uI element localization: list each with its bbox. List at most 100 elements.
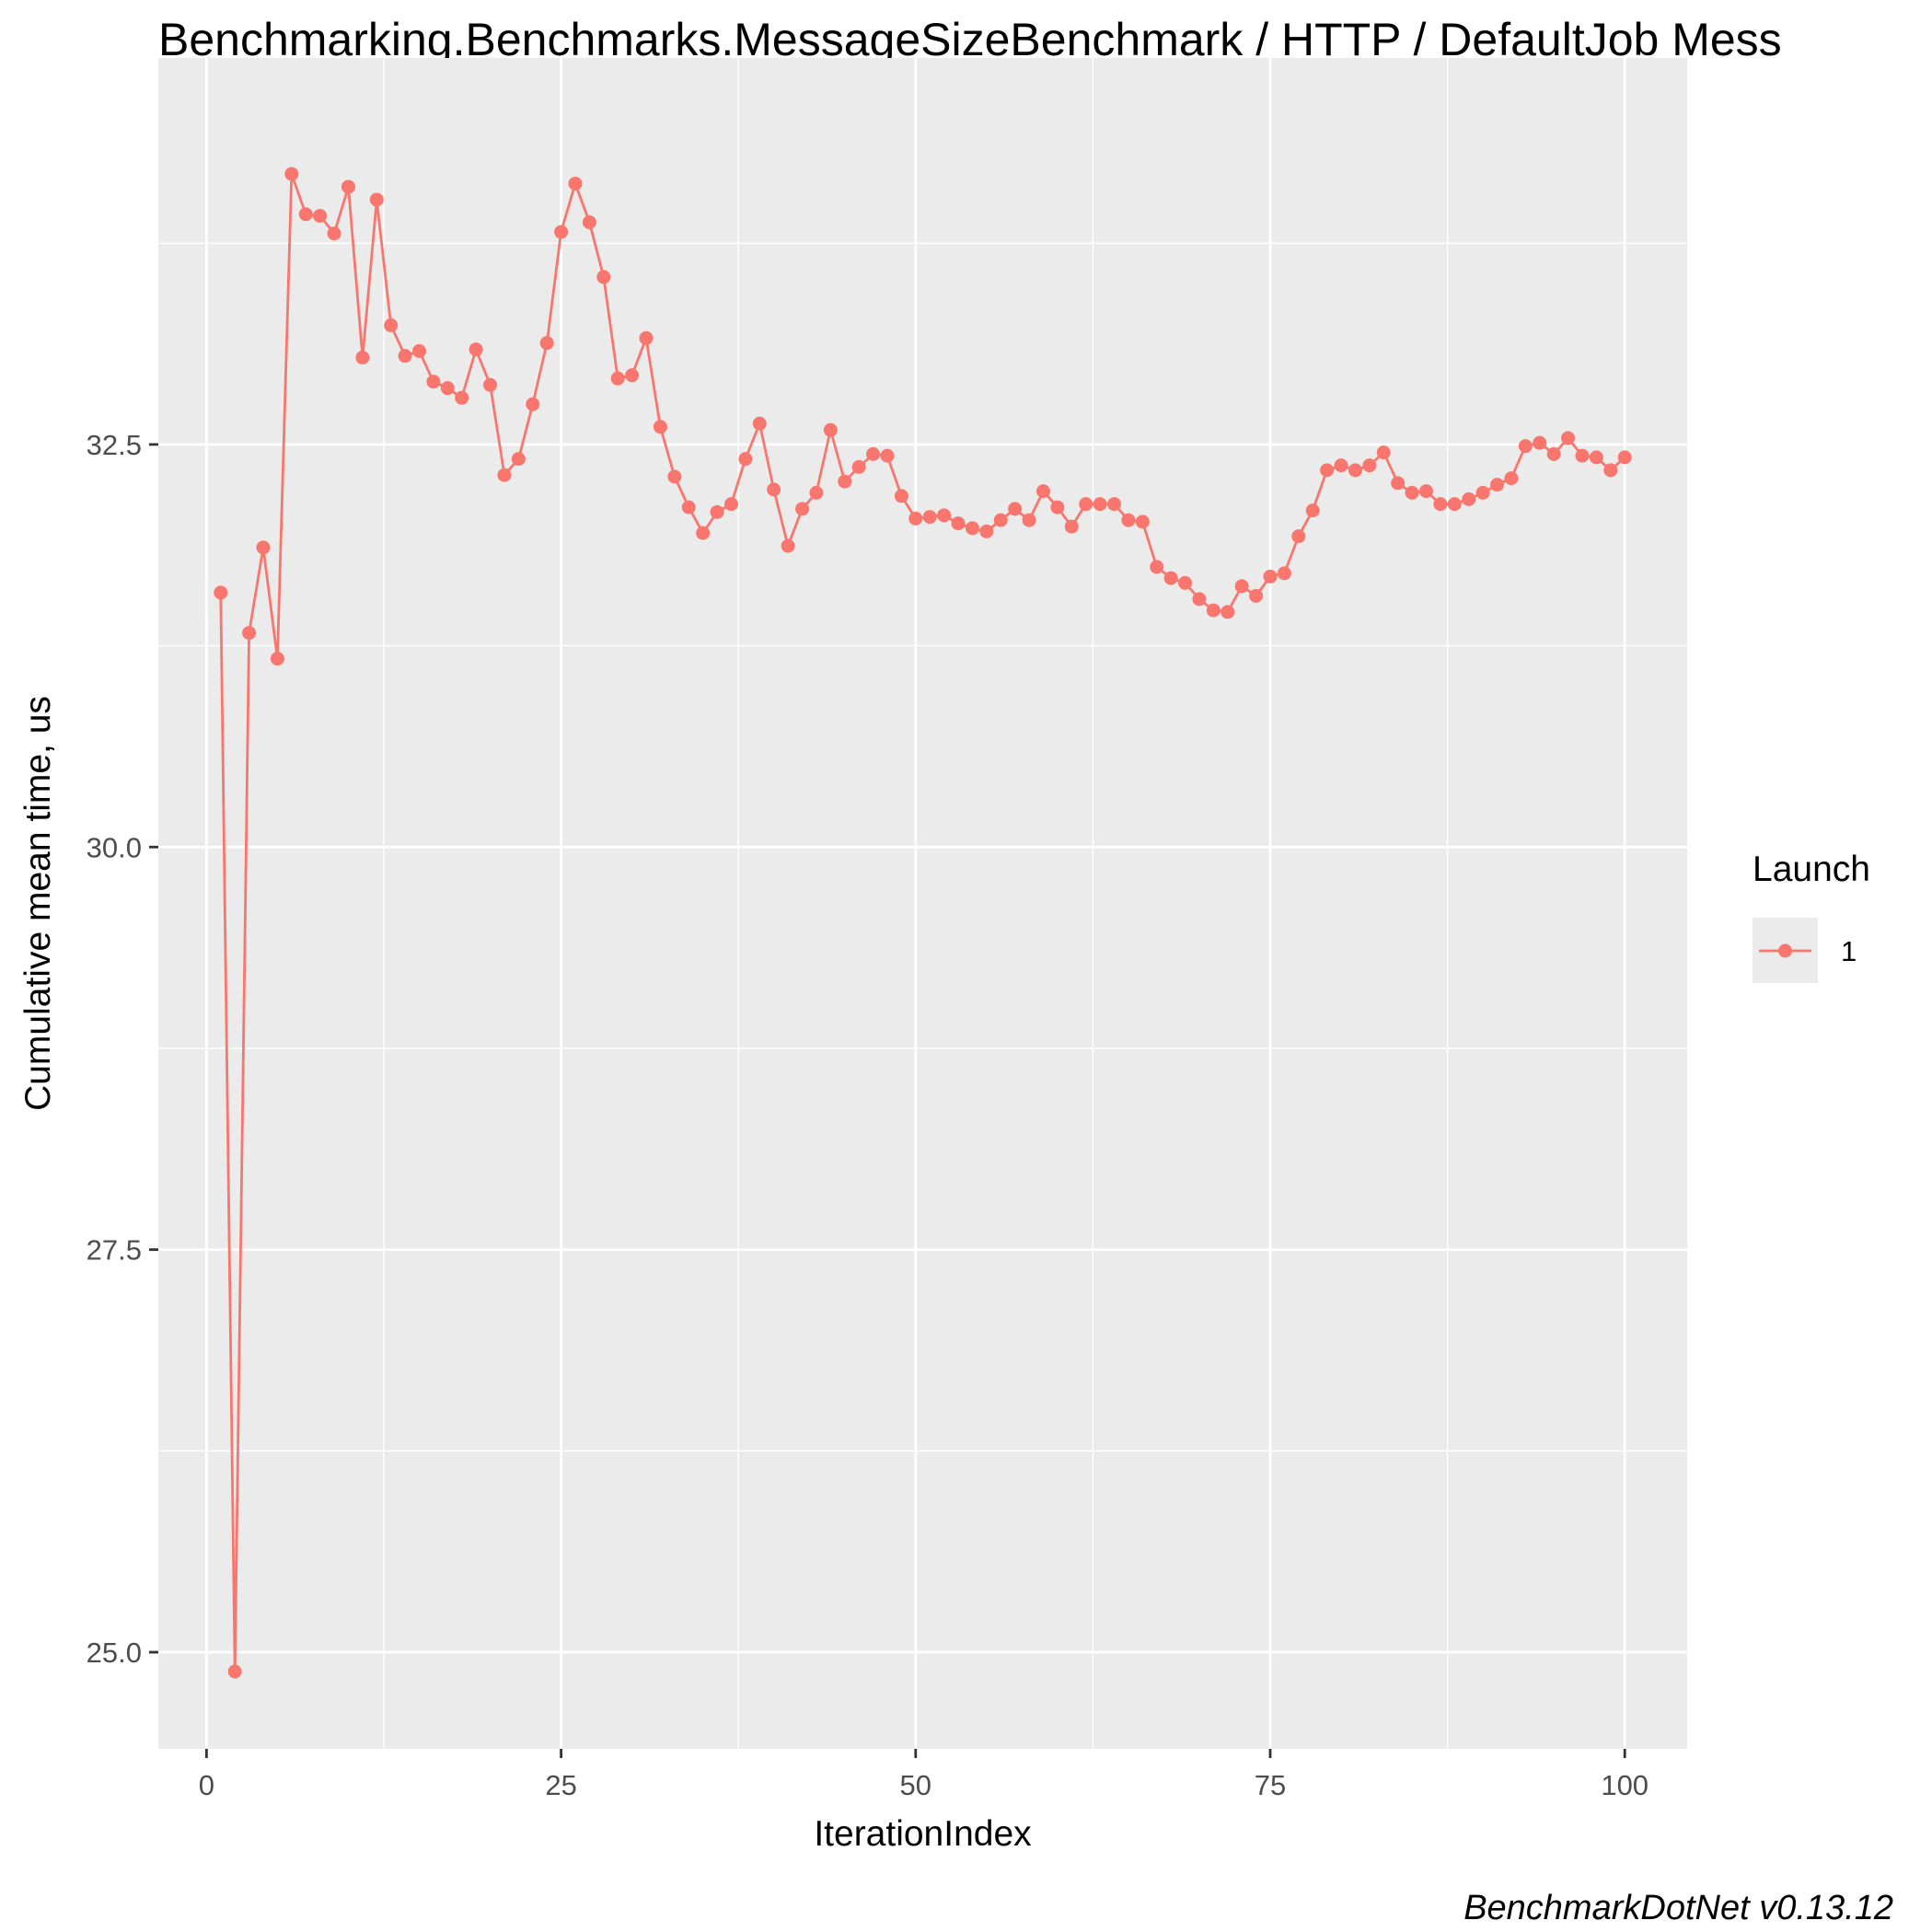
data-point bbox=[539, 336, 554, 351]
data-point bbox=[483, 377, 498, 392]
data-point bbox=[1163, 571, 1178, 585]
data-point bbox=[951, 516, 966, 531]
data-point bbox=[1504, 471, 1519, 486]
data-point bbox=[937, 508, 952, 523]
legend-entry-label: 1 bbox=[1841, 935, 1857, 967]
data-point bbox=[851, 459, 866, 474]
data-point bbox=[1263, 569, 1278, 584]
data-point bbox=[1093, 497, 1107, 512]
x-tick-label: 100 bbox=[1601, 1769, 1649, 1801]
data-point bbox=[1050, 500, 1065, 515]
data-point bbox=[313, 208, 328, 223]
data-point bbox=[256, 540, 271, 555]
data-point bbox=[653, 420, 667, 434]
data-point bbox=[1192, 592, 1207, 607]
data-point bbox=[1348, 463, 1362, 478]
data-point bbox=[1405, 485, 1419, 500]
data-point bbox=[1221, 605, 1235, 619]
data-point bbox=[1206, 603, 1221, 618]
data-point bbox=[469, 342, 483, 357]
data-point bbox=[412, 343, 427, 358]
data-point bbox=[1249, 588, 1264, 603]
data-point bbox=[625, 368, 640, 383]
x-tick-label: 25 bbox=[545, 1769, 576, 1801]
data-point bbox=[455, 390, 469, 405]
data-point bbox=[1433, 497, 1448, 512]
data-point bbox=[1447, 497, 1462, 512]
data-point bbox=[610, 371, 625, 386]
data-point bbox=[823, 422, 838, 437]
data-point bbox=[767, 482, 781, 497]
data-point bbox=[1561, 431, 1576, 445]
data-point bbox=[355, 350, 370, 364]
data-point bbox=[696, 526, 711, 540]
data-point bbox=[795, 502, 810, 516]
y-tick-label: 32.5 bbox=[87, 429, 142, 461]
data-point bbox=[1320, 463, 1335, 478]
data-point bbox=[1546, 446, 1561, 461]
data-point bbox=[227, 1664, 242, 1679]
data-point bbox=[526, 397, 540, 411]
data-point bbox=[582, 214, 596, 229]
data-point bbox=[1362, 458, 1377, 473]
data-point bbox=[1334, 458, 1348, 473]
data-point bbox=[1603, 463, 1618, 478]
plot-panel bbox=[158, 58, 1687, 1749]
data-point bbox=[880, 448, 895, 463]
x-tick-label: 50 bbox=[900, 1769, 931, 1801]
data-point bbox=[922, 510, 937, 525]
data-point bbox=[866, 446, 881, 461]
data-point bbox=[1277, 566, 1291, 581]
data-point bbox=[1418, 484, 1433, 499]
data-point bbox=[1291, 529, 1306, 544]
data-point bbox=[242, 626, 257, 641]
data-point bbox=[284, 167, 299, 181]
chart-title: Benchmarking.Benchmarks.MessageSizeBench… bbox=[158, 14, 1782, 65]
data-point bbox=[398, 349, 412, 364]
data-point bbox=[426, 375, 441, 389]
footer-credit: BenchmarkDotNet v0.13.12 bbox=[1463, 1889, 1893, 1927]
data-point bbox=[1022, 513, 1036, 527]
legend-title: Launch bbox=[1753, 850, 1870, 889]
data-point bbox=[1178, 575, 1193, 590]
data-point bbox=[1533, 435, 1547, 450]
data-point bbox=[1391, 476, 1406, 491]
data-point bbox=[341, 179, 355, 194]
y-tick-label: 30.0 bbox=[87, 831, 142, 863]
data-point bbox=[1135, 515, 1150, 529]
data-point bbox=[752, 416, 767, 431]
x-tick-label: 75 bbox=[1255, 1769, 1286, 1801]
data-point bbox=[1234, 579, 1249, 594]
data-point bbox=[723, 497, 738, 512]
data-point bbox=[809, 485, 824, 500]
data-point bbox=[979, 524, 994, 538]
data-point bbox=[681, 500, 696, 515]
data-point bbox=[214, 585, 228, 600]
data-point bbox=[1064, 519, 1079, 534]
y-tick-label: 25.0 bbox=[87, 1637, 142, 1669]
data-point bbox=[327, 226, 341, 241]
data-point bbox=[1305, 503, 1320, 518]
data-point bbox=[781, 538, 795, 553]
data-point bbox=[298, 207, 313, 222]
data-point bbox=[908, 511, 923, 526]
data-point bbox=[1518, 439, 1533, 454]
data-point bbox=[1575, 448, 1590, 463]
data-point bbox=[1008, 502, 1023, 516]
data-point bbox=[639, 330, 654, 345]
data-point bbox=[838, 474, 852, 489]
data-point bbox=[369, 192, 384, 207]
data-point bbox=[1079, 497, 1093, 512]
data-point bbox=[1150, 560, 1164, 574]
data-point bbox=[1589, 450, 1603, 465]
data-point bbox=[1475, 485, 1490, 500]
y-tick-label: 27.5 bbox=[87, 1234, 142, 1267]
data-point bbox=[1121, 513, 1136, 527]
data-point bbox=[440, 381, 455, 396]
data-point bbox=[738, 452, 753, 467]
data-point bbox=[497, 468, 512, 482]
data-point bbox=[667, 469, 682, 484]
data-point bbox=[993, 513, 1008, 527]
